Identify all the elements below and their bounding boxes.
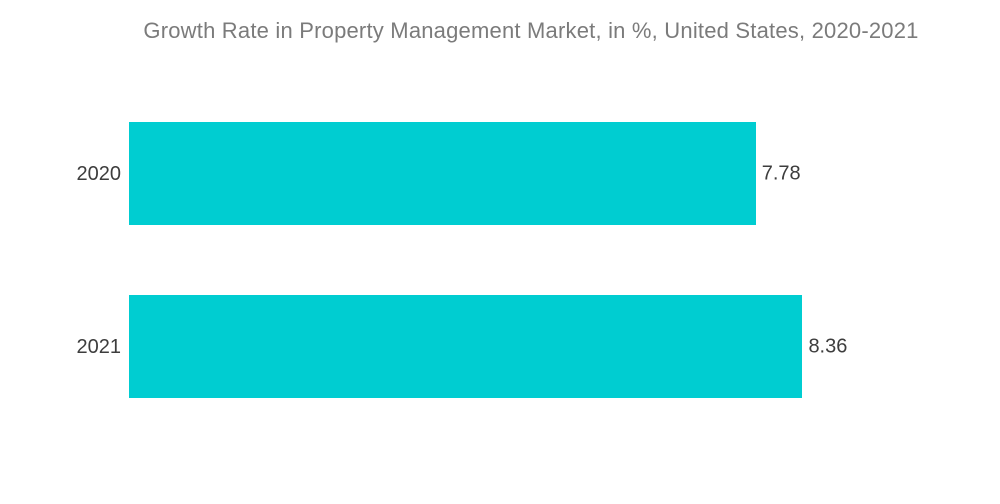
value-label-2020: 7.78: [761, 162, 801, 184]
category-label-2021: 2021: [76, 336, 122, 358]
plot-area: 7.78 8.36: [129, 0, 999, 504]
category-label-2020: 2020: [76, 163, 122, 185]
bar-row-2021: 8.36: [129, 295, 999, 398]
bar-row-2020: 7.78: [129, 122, 999, 225]
bar-2021: [129, 295, 803, 398]
value-label-2021: 8.36: [808, 335, 848, 357]
chart-title: Growth Rate in Property Management Marke…: [143, 18, 919, 43]
bar-2020: [129, 122, 756, 225]
